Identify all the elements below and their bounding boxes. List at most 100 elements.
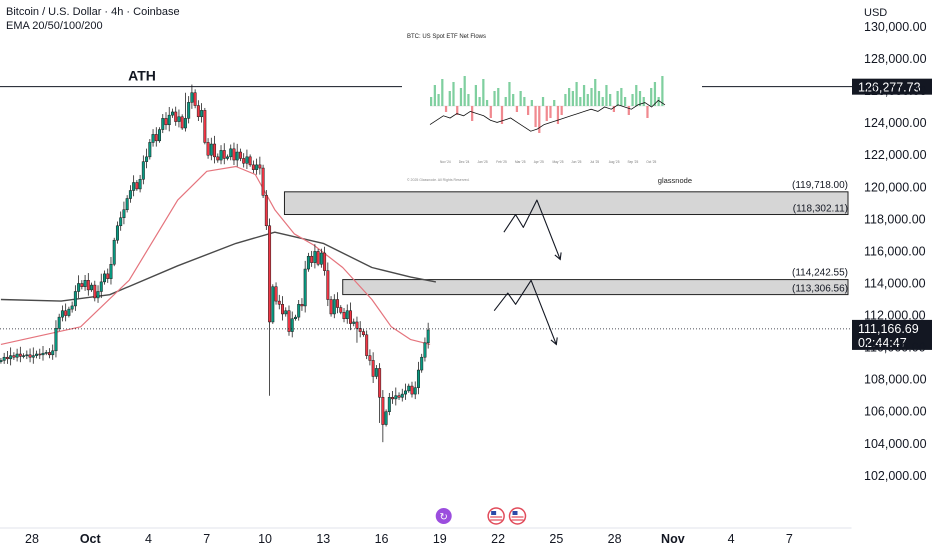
candle-up — [109, 263, 113, 279]
candle-down — [164, 118, 168, 126]
inset-title: BTC: US Spot ETF Net Flows — [407, 34, 486, 40]
event-markers[interactable]: ↻ — [435, 507, 527, 525]
inset-outflow-bar — [646, 106, 649, 118]
inset-outflow-bar — [444, 106, 448, 112]
candle-down — [268, 225, 272, 323]
etf-flow-inset: BTC: US Spot ETF Net Flows glassnode © 202… — [402, 28, 702, 188]
candle-up — [9, 355, 13, 360]
candle-down — [38, 353, 42, 356]
inset-inflow-bar — [508, 82, 511, 106]
inset-inflow-bar — [478, 97, 481, 106]
candle-down — [310, 255, 314, 263]
candle-up — [96, 291, 100, 299]
inset-inflow-bar — [433, 85, 436, 106]
us-flag-icon — [487, 507, 505, 525]
price-tick-label: 114,000.00 — [864, 276, 926, 290]
inset-month-label: Aug '25 — [609, 160, 620, 164]
candle-down — [323, 252, 327, 271]
candle-down — [277, 300, 281, 305]
inset-inflow-bar — [601, 97, 604, 106]
candle-up — [132, 182, 136, 191]
inset-outflow-bar — [456, 106, 459, 115]
candle-up — [151, 134, 155, 143]
candle-up — [416, 369, 420, 388]
candle-down — [203, 110, 207, 143]
candle-down — [213, 143, 217, 158]
price-tick-label: 126,000.00 — [864, 84, 927, 98]
symbol-title: Bitcoin / U.S. Dollar · 4h · Coinbase — [6, 6, 180, 18]
price-axis[interactable]: USD 102,000.00 104,000.00 106,000.00 108,000… — [864, 7, 927, 483]
candle-down — [326, 270, 330, 300]
candle-down — [5, 356, 9, 360]
inset-outflow-bar — [612, 106, 616, 112]
candle-up — [387, 397, 391, 412]
candle-up — [229, 148, 233, 158]
inset-outflow-bar — [556, 106, 560, 124]
candle-up — [125, 198, 129, 210]
candle-up — [374, 368, 378, 377]
inset-inflow-bar — [564, 94, 567, 106]
candle-up — [245, 156, 249, 164]
inset-inflow-bar — [623, 97, 627, 106]
candle-up — [303, 268, 307, 307]
inset-inflow-bar — [642, 97, 645, 106]
candle-up — [44, 352, 48, 354]
inset-inflow-bar — [523, 97, 526, 106]
inset-month-label: May '25 — [553, 160, 564, 164]
candle-up — [161, 118, 165, 130]
candle-up — [77, 283, 81, 292]
inset-inflow-bar — [594, 79, 597, 106]
inset-inflow-bar — [530, 100, 533, 106]
countdown-label: 02:44:47 — [858, 336, 907, 350]
ath-label: ATH — [128, 68, 156, 84]
candle-up — [128, 190, 132, 199]
inset-inflow-bar — [463, 76, 466, 106]
candles — [0, 84, 430, 443]
price-tick-label: 102,000.00 — [864, 469, 927, 483]
candle-up — [255, 164, 259, 170]
time-tick-label: Oct — [80, 532, 102, 546]
projection-arrowhead — [550, 337, 558, 346]
price-tick-label: 104,000.00 — [864, 437, 927, 451]
candle-down — [368, 355, 372, 361]
inset-outflow-bar — [549, 106, 552, 118]
candle-down — [206, 142, 210, 156]
candle-up — [57, 316, 61, 329]
inset-outflow-bar — [560, 106, 563, 115]
inset-month-label: Nov '24 — [440, 160, 451, 164]
candle-up — [297, 304, 301, 318]
candle-up — [226, 156, 229, 159]
candle-up — [60, 310, 64, 318]
level-label: (114,242.55) — [792, 268, 848, 279]
projection-path — [493, 279, 557, 345]
price-tick-label: 110,000.00 — [864, 341, 926, 355]
candle-up — [235, 151, 239, 161]
inset-inflow-bar — [653, 82, 657, 106]
ath-price-tag — [852, 78, 932, 95]
inset-inflow-bar — [638, 91, 642, 106]
price-tick-label: 130,000.00 — [864, 20, 927, 34]
earnings-icon — [435, 508, 452, 524]
candle-down — [300, 304, 304, 307]
candle-up — [177, 116, 181, 122]
candle-up — [31, 355, 35, 358]
inset-month-label: Mar '25 — [515, 160, 526, 164]
inset-inflow-bar — [605, 85, 608, 106]
candle-up — [73, 291, 77, 307]
inset-outflow-bar — [627, 106, 630, 115]
inset-inflow-bar — [582, 85, 586, 106]
price-tick-label: 120,000.00 — [864, 180, 927, 194]
inset-outflow-bar — [545, 106, 548, 121]
candle-up — [112, 239, 116, 265]
candle-up — [420, 356, 424, 371]
candle-up — [70, 305, 74, 310]
inset-month-label: Jul '25 — [590, 160, 599, 164]
inset-brand: glassnode — [658, 176, 692, 185]
lower-resistance-zone — [342, 279, 849, 296]
candle-down — [248, 156, 252, 166]
time-axis[interactable]: 28 Oct 4 7 10 13 16 19 22 25 28 Nov 4 7 — [25, 532, 793, 546]
candle-down — [381, 397, 385, 425]
chart-legend[interactable]: Bitcoin / U.S. Dollar · 4h · Coinbase EM… — [6, 5, 180, 33]
candle-down — [410, 385, 414, 395]
